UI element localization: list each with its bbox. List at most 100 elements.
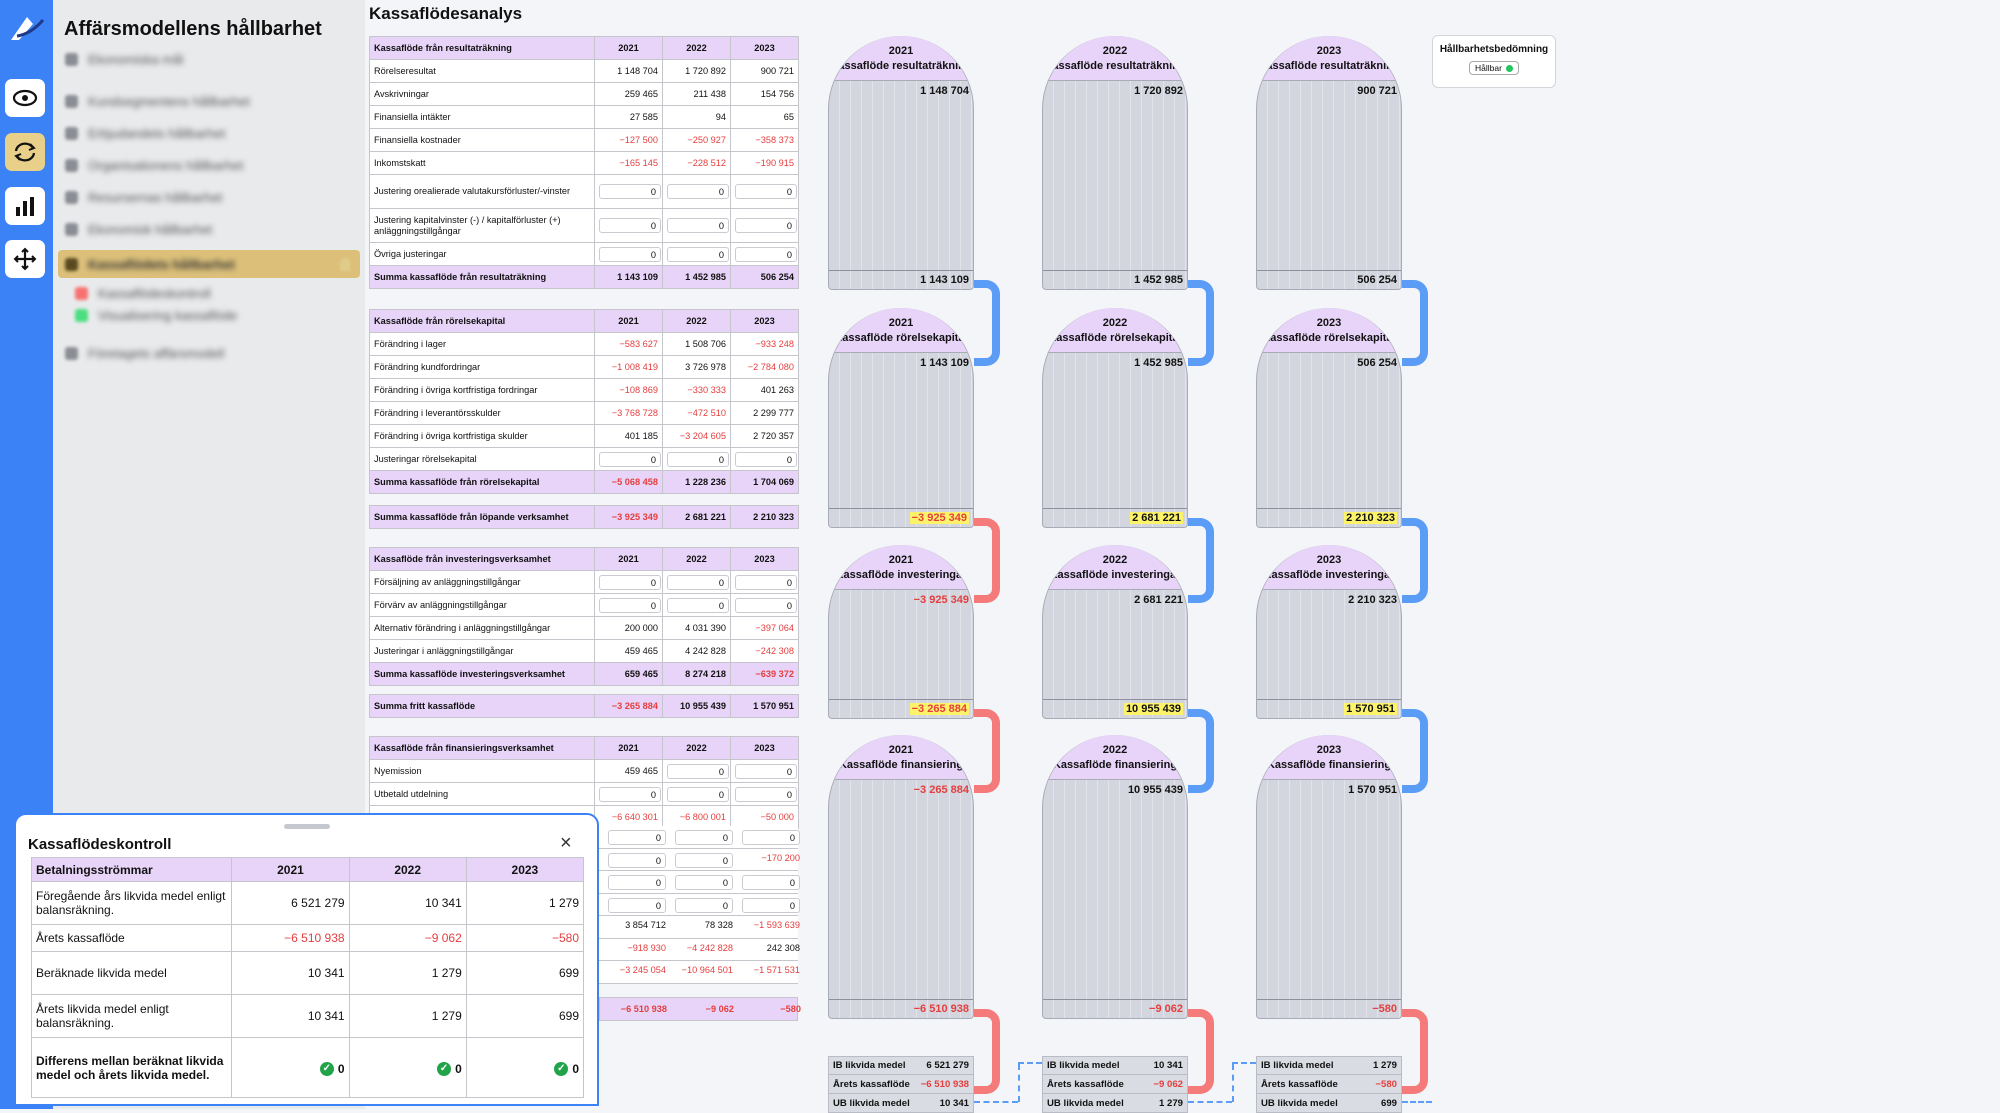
value-input[interactable]: 0 [599,218,661,233]
value-input[interactable]: 0 [608,852,666,868]
value-input[interactable]: 0 [608,897,666,913]
sidebar-item-business-model[interactable]: Företagets affärsmodell [65,342,224,364]
value-input[interactable]: 0 [667,218,729,233]
panel-title: Kassaflödeskontroll [28,836,172,853]
liquidity-summary: IB likvida medel 1 279 Årets kassaflöde −58… [1256,1056,1402,1113]
value-input[interactable]: 0 [735,184,797,199]
row-label: Årets kassaflöde [30,924,233,952]
row-value[interactable]: 0 [594,174,663,209]
sidebar-item-offering[interactable]: Erbjudandets hållbarhet [65,122,225,144]
row-value[interactable]: 0 [666,875,733,890]
value-input[interactable]: 0 [667,574,729,590]
sidebar-item-economic[interactable]: Ekonomisk hållbarhet [65,218,212,240]
flow-connector [1188,709,1214,793]
row-value[interactable]: 0 [594,593,663,617]
row-value[interactable]: 0 [666,852,733,868]
row-value[interactable]: 0 [730,759,799,783]
doc-icon [65,222,78,236]
row-value[interactable]: 0 [599,897,666,913]
row-value[interactable]: 0 [733,830,800,845]
value-input[interactable]: 0 [608,830,666,845]
value-input[interactable]: 0 [667,246,729,262]
value-input[interactable]: 0 [599,786,661,802]
value-input[interactable]: 0 [735,218,797,233]
row-value[interactable]: 0 [662,782,731,806]
eye-icon[interactable] [5,79,45,117]
row-value[interactable]: 0 [662,570,731,594]
value-input[interactable]: 0 [599,574,661,590]
value-input[interactable]: 0 [735,246,797,262]
row-value[interactable]: 0 [733,875,800,890]
row-value[interactable]: 0 [666,830,733,845]
value-input[interactable]: 0 [667,597,729,613]
row-value[interactable]: 0 [599,875,666,890]
sidebar-item-resources[interactable]: Resursernas hållbarhet [65,186,222,208]
value-input[interactable]: 0 [667,763,729,779]
sidebar-item-economic-goals[interactable]: Ekonomiska mål [65,48,183,70]
result-sum-value: 1 143 109 [594,265,663,289]
row-value[interactable]: 0 [666,897,733,913]
row-value[interactable]: 0 [730,242,799,266]
row-value[interactable]: 0 [662,242,731,266]
row-value[interactable]: 0 [662,174,731,209]
row-value[interactable]: 0 [594,447,663,471]
value-input[interactable]: 0 [675,875,733,890]
row-value[interactable]: 0 [730,447,799,471]
stage-caption: 2021 Kassaflöde finansiering [829,735,973,780]
value-input[interactable]: 0 [667,184,729,199]
stage-caption: 2023 Kassaflöde finansiering [1257,735,1401,780]
row-value[interactable]: 0 [730,782,799,806]
sidebar-item-customer-segments[interactable]: Kundsegmentens hållbarhet [65,90,250,112]
row-value[interactable]: 0 [662,208,731,243]
row-value[interactable]: 0 [662,447,731,471]
row-value[interactable]: 0 [594,208,663,243]
value-input[interactable]: 0 [675,852,733,868]
value-input[interactable]: 0 [735,597,797,613]
row-value[interactable]: 0 [662,759,731,783]
year-header: 2022 [662,547,731,571]
row-label: Justering orealierade valutakursförluste… [369,174,595,209]
drag-handle[interactable] [284,824,330,829]
value-input[interactable]: 0 [599,451,661,467]
value-input[interactable]: 0 [735,451,797,467]
row-value[interactable]: 0 [599,852,666,868]
close-icon[interactable]: × [560,832,572,854]
value-input[interactable]: 0 [742,830,800,845]
value-input[interactable]: 0 [675,830,733,845]
row-value[interactable]: 0 [733,897,800,913]
value-input[interactable]: 0 [599,597,661,613]
row-value: −50 000 [730,805,799,829]
row-value[interactable]: 0 [730,593,799,617]
investing-sum-value: −639 372 [730,662,799,686]
value-input[interactable]: 0 [735,574,797,590]
value-input[interactable]: 0 [675,897,733,913]
row-value[interactable]: 0 [594,570,663,594]
row-value[interactable]: 0 [594,242,663,266]
sidebar-item-organization[interactable]: Organisationens hållbarhet [65,154,243,176]
value-input[interactable]: 0 [742,875,800,890]
sidebar-subitem-cashflow-viz[interactable]: Visualisering kassaflöde [75,304,237,326]
value-input[interactable]: 0 [599,184,661,199]
working-capital-table: Kassaflöde från rörelsekapital 2021 2022 20… [369,309,799,494]
stage-in-value: 1 143 109 [920,357,969,369]
value-input[interactable]: 0 [667,451,729,467]
row-value[interactable]: 0 [594,782,663,806]
difference-value: ✓ 0 [231,1037,350,1098]
bar-chart-icon[interactable] [5,187,45,225]
value-input[interactable]: 0 [599,246,661,262]
value-input[interactable]: 0 [667,786,729,802]
value-input[interactable]: 0 [735,763,797,779]
row-value[interactable]: 0 [599,830,666,845]
value-input[interactable]: 0 [742,897,800,913]
move-icon[interactable] [5,240,45,278]
sidebar-subitem-cashflow-check[interactable]: Kassaflödeskontroll [75,282,211,304]
row-value[interactable]: 0 [662,593,731,617]
value-input[interactable]: 0 [608,875,666,890]
working-capital-header-row: Kassaflöde från rörelsekapital 2021 2022 20… [369,309,799,333]
row-value[interactable]: 0 [730,570,799,594]
row-value[interactable]: 0 [730,208,799,243]
sidebar-item-cashflow[interactable]: Kassaflödets hållbarhet [58,250,360,278]
value-input[interactable]: 0 [735,786,797,802]
row-value[interactable]: 0 [730,174,799,209]
refresh-icon[interactable] [5,133,45,171]
